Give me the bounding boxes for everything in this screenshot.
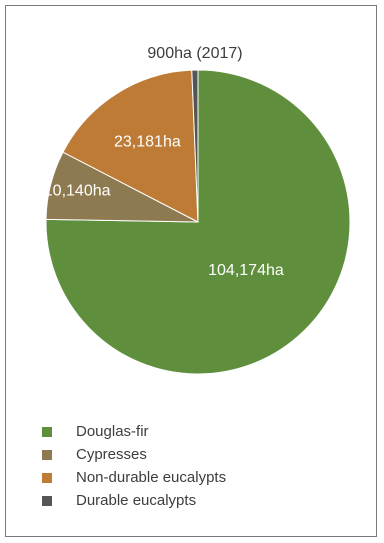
- pie-slice-non-durable-eucalypts: [62, 69, 199, 223]
- pie-slice-durable-eucalypts: [191, 69, 199, 223]
- legend-swatch: [42, 449, 52, 460]
- legend-swatch: [42, 426, 52, 437]
- legend-item-douglas-fir: Douglas-fir: [42, 420, 226, 443]
- legend-item-cypresses: Cypresses: [42, 443, 226, 466]
- data-label-douglas-fir: 104,174ha: [208, 262, 284, 279]
- data-label-non-durable-eucalypts: 23,181ha: [114, 134, 181, 151]
- legend-swatch: [42, 495, 52, 506]
- legend: Douglas-fir Cypresses Non-durable eucalypt…: [42, 420, 226, 512]
- legend-label: Douglas-fir: [76, 423, 149, 440]
- legend-label: Cypresses: [76, 446, 147, 463]
- legend-label: Non-durable eucalypts: [76, 469, 227, 486]
- legend-item-non-durable-eucalypts: Non-durable eucalypts: [42, 466, 226, 489]
- legend-item-durable-eucalypts: Durable eucalypts: [42, 489, 226, 512]
- legend-label: Durable eucalypts: [76, 492, 197, 509]
- legend-swatch: [42, 472, 52, 483]
- pie-slice-douglas-fir: [45, 69, 351, 375]
- data-label-durable-eucalypts: 900ha (2017): [147, 45, 242, 62]
- data-label-cypresses: 10,140ha: [44, 183, 111, 200]
